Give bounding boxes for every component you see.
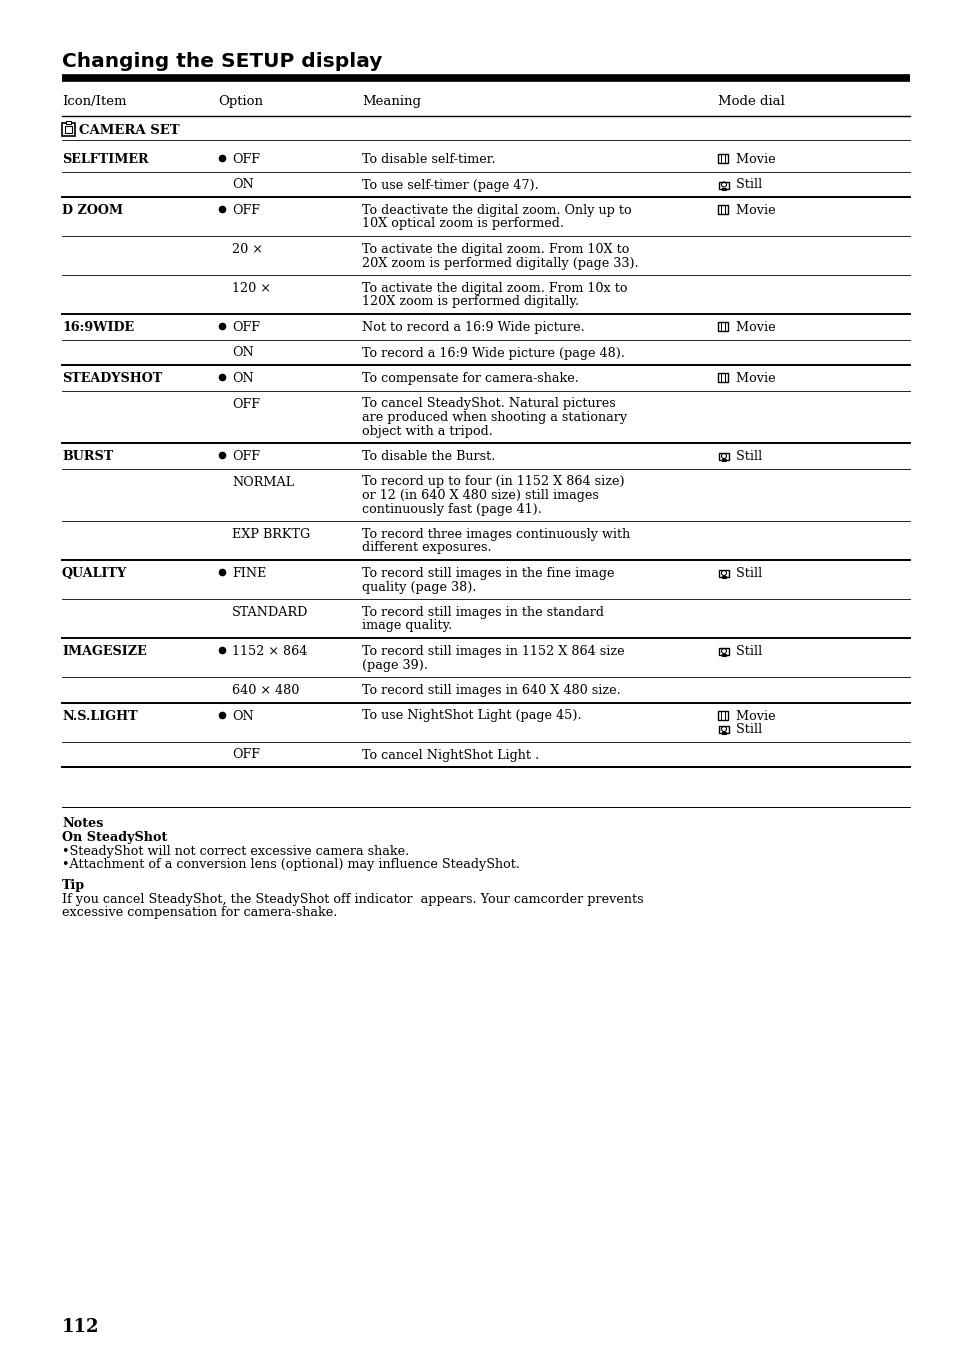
Text: N.S.LIGHT: N.S.LIGHT [62,710,137,722]
Text: To use self-timer (page 47).: To use self-timer (page 47). [361,178,538,192]
Bar [719,181,728,188]
Bar [719,648,728,654]
Text: ON: ON [232,178,253,192]
Bar [718,373,727,383]
Text: Movie: Movie [731,153,775,166]
Bar [721,731,725,734]
Text: FINE: FINE [232,566,266,580]
Text: 112: 112 [62,1318,99,1336]
Bar [721,654,725,656]
Text: STANDARD: STANDARD [232,606,308,619]
Text: excessive compensation for camera-shake.: excessive compensation for camera-shake. [62,906,337,919]
Text: Mode dial: Mode dial [718,95,784,108]
Bar [721,188,725,189]
Text: IMAGESIZE: IMAGESIZE [62,645,147,658]
Text: Changing the SETUP display: Changing the SETUP display [62,51,382,72]
Text: (page 39).: (page 39). [361,658,428,672]
Text: OFF: OFF [232,320,260,334]
Text: D ZOOM: D ZOOM [62,204,123,218]
Text: STEADYSHOT: STEADYSHOT [62,372,162,385]
Bar [718,322,727,331]
Text: are produced when shooting a stationary: are produced when shooting a stationary [361,411,626,425]
Text: SELFTIMER: SELFTIMER [62,153,149,166]
Text: NORMAL: NORMAL [232,476,294,488]
Text: EXP BRKTG: EXP BRKTG [232,529,310,541]
Text: To activate the digital zoom. From 10X to: To activate the digital zoom. From 10X t… [361,243,629,256]
Text: OFF: OFF [232,749,260,761]
Text: To record still images in the standard: To record still images in the standard [361,606,603,619]
Bar [719,726,728,733]
Text: If you cancel SteadyShot, the SteadyShot off indicator  appears. Your camcorder : If you cancel SteadyShot, the SteadyShot… [62,894,643,906]
Text: •SteadyShot will not correct excessive camera shake.: •SteadyShot will not correct excessive c… [62,845,409,859]
Text: Still: Still [731,178,761,192]
Text: 120X zoom is performed digitally.: 120X zoom is performed digitally. [361,296,578,308]
Bar [719,453,728,460]
Text: To record still images in the fine image: To record still images in the fine image [361,566,614,580]
Bar [66,120,71,124]
Text: CAMERA SET: CAMERA SET [79,124,179,137]
Text: Still: Still [731,450,761,462]
Text: 1152 × 864: 1152 × 864 [232,645,307,658]
Text: On SteadyShot: On SteadyShot [62,831,167,844]
Text: different exposures.: different exposures. [361,542,491,554]
Text: 120 ×: 120 × [232,283,271,295]
Text: OFF: OFF [232,204,260,218]
Text: To record still images in 640 X 480 size.: To record still images in 640 X 480 size… [361,684,620,698]
Text: 20X zoom is performed digitally (page 33).: 20X zoom is performed digitally (page 33… [361,257,639,269]
Text: continuously fast (page 41).: continuously fast (page 41). [361,503,541,515]
Text: •Attachment of a conversion lens (optional) may influence SteadyShot.: •Attachment of a conversion lens (option… [62,859,519,871]
Text: To cancel SteadyShot. Natural pictures: To cancel SteadyShot. Natural pictures [361,397,615,411]
Text: 640 × 480: 640 × 480 [232,684,299,698]
Text: Icon/Item: Icon/Item [62,95,127,108]
Text: To cancel NightShot Light .: To cancel NightShot Light . [361,749,538,761]
Text: Still: Still [731,645,761,658]
Text: Not to record a 16:9 Wide picture.: Not to record a 16:9 Wide picture. [361,320,584,334]
Text: To record still images in 1152 X 864 size: To record still images in 1152 X 864 siz… [361,645,624,658]
Bar [721,458,725,461]
Text: To use NightShot Light (page 45).: To use NightShot Light (page 45). [361,710,581,722]
Bar [718,154,727,164]
Text: Movie: Movie [731,372,775,385]
Text: To deactivate the digital zoom. Only up to: To deactivate the digital zoom. Only up … [361,204,631,218]
Text: To compensate for camera-shake.: To compensate for camera-shake. [361,372,578,385]
Bar [718,711,727,719]
Text: Movie: Movie [731,320,775,334]
Text: ON: ON [232,710,253,722]
Text: Movie: Movie [731,710,775,722]
Text: Option: Option [218,95,263,108]
Text: image quality.: image quality. [361,619,452,633]
Text: Still: Still [731,566,761,580]
Text: Meaning: Meaning [361,95,420,108]
Bar [718,206,727,214]
Text: BURST: BURST [62,450,113,462]
Text: Tip: Tip [62,879,85,892]
Text: Still: Still [731,723,761,735]
Bar [62,123,75,137]
Text: To record up to four (in 1152 X 864 size): To record up to four (in 1152 X 864 size… [361,476,624,488]
Text: OFF: OFF [232,153,260,166]
Text: Notes: Notes [62,817,103,830]
Text: To disable the Burst.: To disable the Burst. [361,450,495,462]
Text: To activate the digital zoom. From 10x to: To activate the digital zoom. From 10x t… [361,283,627,295]
Text: ON: ON [232,372,253,385]
Text: QUALITY: QUALITY [62,566,127,580]
Text: object with a tripod.: object with a tripod. [361,425,493,438]
Text: To record three images continuously with: To record three images continuously with [361,529,630,541]
Text: OFF: OFF [232,450,260,462]
Text: quality (page 38).: quality (page 38). [361,580,476,594]
Text: 10X optical zoom is performed.: 10X optical zoom is performed. [361,218,563,230]
Bar [721,576,725,579]
Text: 16:9WIDE: 16:9WIDE [62,320,134,334]
Text: Movie: Movie [731,204,775,218]
Text: or 12 (in 640 X 480 size) still images: or 12 (in 640 X 480 size) still images [361,489,598,502]
Text: To disable self-timer.: To disable self-timer. [361,153,496,166]
Text: 20 ×: 20 × [232,243,263,256]
Bar [719,571,728,577]
Text: ON: ON [232,346,253,360]
Text: OFF: OFF [232,397,260,411]
Text: To record a 16:9 Wide picture (page 48).: To record a 16:9 Wide picture (page 48). [361,346,624,360]
Bar [65,126,71,132]
